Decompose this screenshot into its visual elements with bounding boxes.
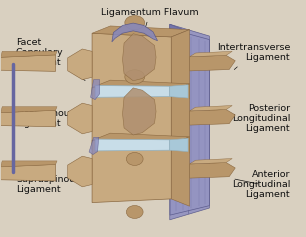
Polygon shape: [92, 80, 189, 91]
Polygon shape: [189, 109, 235, 125]
Polygon shape: [92, 26, 189, 37]
Polygon shape: [95, 139, 170, 151]
Polygon shape: [92, 33, 171, 95]
Text: Anterior
Longitudinal
Ligament: Anterior Longitudinal Ligament: [232, 169, 290, 199]
Polygon shape: [92, 141, 171, 203]
Ellipse shape: [126, 152, 143, 165]
Polygon shape: [170, 85, 188, 98]
Polygon shape: [92, 133, 189, 144]
Polygon shape: [170, 29, 209, 215]
Polygon shape: [170, 24, 209, 220]
Polygon shape: [189, 159, 232, 164]
Polygon shape: [1, 107, 57, 113]
Polygon shape: [189, 105, 232, 111]
Polygon shape: [189, 163, 235, 178]
Polygon shape: [68, 103, 92, 134]
Polygon shape: [1, 55, 55, 71]
Polygon shape: [1, 51, 57, 57]
Polygon shape: [95, 86, 170, 97]
Polygon shape: [140, 29, 171, 154]
Polygon shape: [1, 161, 57, 167]
Polygon shape: [1, 164, 55, 181]
Polygon shape: [189, 55, 235, 71]
Polygon shape: [189, 51, 232, 57]
Polygon shape: [171, 30, 189, 99]
Ellipse shape: [126, 205, 143, 219]
Ellipse shape: [125, 16, 145, 30]
Text: Supraspinous
Ligament: Supraspinous Ligament: [16, 168, 87, 194]
Polygon shape: [92, 87, 171, 150]
Polygon shape: [68, 49, 92, 80]
Polygon shape: [122, 88, 156, 135]
Polygon shape: [170, 138, 188, 152]
Polygon shape: [170, 24, 182, 149]
Ellipse shape: [125, 70, 145, 84]
Polygon shape: [171, 137, 189, 206]
Text: Intertransverse
Ligament: Intertransverse Ligament: [217, 43, 290, 69]
Polygon shape: [171, 84, 189, 153]
Text: Interspinous
Ligament: Interspinous Ligament: [16, 109, 91, 128]
Polygon shape: [112, 23, 158, 42]
Polygon shape: [89, 137, 99, 155]
Polygon shape: [68, 156, 92, 187]
Polygon shape: [1, 110, 55, 127]
Text: Facet
Capsulary
Ligament: Facet Capsulary Ligament: [16, 38, 85, 81]
Text: Posterior
Longitudinal
Ligament: Posterior Longitudinal Ligament: [215, 104, 290, 133]
Polygon shape: [122, 34, 156, 81]
Text: Ligamentum Flavum: Ligamentum Flavum: [101, 8, 199, 41]
Polygon shape: [91, 80, 100, 100]
